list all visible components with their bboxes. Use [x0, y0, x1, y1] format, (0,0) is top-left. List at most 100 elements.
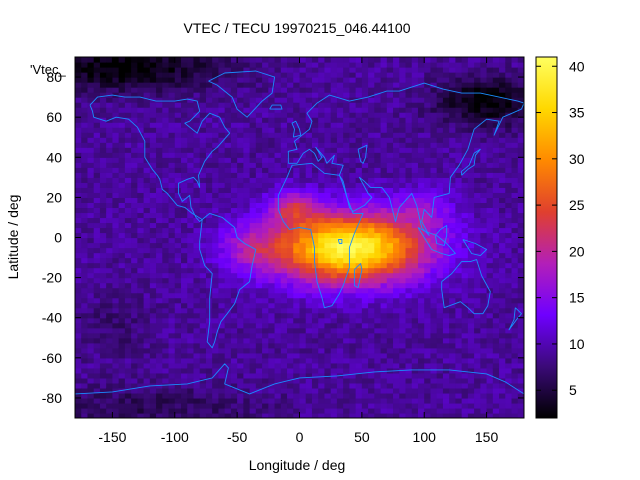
heatmap-cell [417, 152, 425, 158]
heatmap-cell [149, 292, 157, 299]
heatmap-cell [311, 377, 319, 384]
heatmap-cell [449, 82, 457, 88]
heatmap-cell [505, 292, 513, 299]
heatmap-cell [449, 137, 457, 143]
heatmap-cell [486, 57, 494, 63]
heatmap-cell [467, 407, 475, 414]
heatmap-cell [237, 377, 244, 384]
heatmap-cell [442, 197, 450, 203]
heatmap-cell [75, 297, 82, 304]
heatmap-cell [268, 207, 276, 214]
heatmap-cell [218, 122, 226, 128]
heatmap-cell [417, 122, 425, 128]
heatmap-cell [249, 112, 257, 118]
heatmap-cell [474, 217, 481, 224]
heatmap-cell [442, 152, 450, 158]
heatmap-cell [305, 67, 313, 73]
heatmap-cell [181, 302, 188, 309]
heatmap-cell [449, 327, 457, 334]
heatmap-cell [106, 277, 114, 284]
heatmap-cell [205, 357, 213, 364]
heatmap-cell [355, 337, 363, 344]
heatmap-cell [480, 177, 488, 183]
heatmap-cell [368, 242, 375, 249]
heatmap-cell [143, 92, 151, 98]
heatmap-cell [274, 292, 282, 299]
heatmap-cell [162, 177, 170, 183]
heatmap-cell [293, 87, 301, 93]
heatmap-cell [436, 92, 444, 98]
heatmap-cell [430, 67, 438, 73]
heatmap-cell [199, 77, 207, 83]
heatmap-cell [124, 277, 132, 284]
heatmap-cell [181, 377, 188, 384]
heatmap-cell [467, 227, 475, 234]
heatmap-cell [349, 272, 357, 279]
heatmap-cell [255, 282, 263, 289]
heatmap-cell [430, 72, 438, 78]
heatmap-cell [212, 387, 220, 394]
heatmap-cell [343, 137, 350, 143]
heatmap-cell [449, 257, 457, 264]
heatmap-cell [299, 347, 307, 354]
heatmap-cell [99, 307, 107, 314]
heatmap-cell [399, 182, 407, 188]
heatmap-cell [287, 172, 294, 178]
heatmap-cell [455, 377, 463, 384]
heatmap-cell [455, 222, 463, 229]
heatmap-cell [305, 72, 313, 78]
heatmap-cell [355, 362, 363, 369]
heatmap-cell [399, 142, 407, 148]
heatmap-cell [368, 352, 375, 359]
heatmap-cell [118, 242, 126, 249]
heatmap-cell [361, 217, 369, 224]
heatmap-cell [355, 407, 363, 414]
heatmap-cell [230, 127, 238, 133]
heatmap-cell [336, 337, 344, 344]
heatmap-cell [156, 332, 163, 339]
heatmap-cell [75, 392, 82, 399]
heatmap-cell [181, 382, 188, 389]
heatmap-cell [143, 182, 151, 188]
heatmap-cell [193, 267, 201, 274]
heatmap-cell [156, 317, 163, 324]
heatmap-cell [486, 227, 494, 234]
heatmap-cell [405, 347, 413, 354]
heatmap-cell [368, 82, 375, 88]
heatmap-cell [461, 387, 469, 394]
heatmap-cell [311, 77, 319, 83]
heatmap-cell [237, 352, 244, 359]
heatmap-cell [255, 402, 263, 409]
heatmap-cell [81, 202, 89, 209]
heatmap-cell [380, 227, 388, 234]
heatmap-cell [106, 382, 114, 389]
heatmap-cell [474, 82, 481, 88]
heatmap-cell [280, 112, 288, 118]
heatmap-cell [336, 292, 344, 299]
heatmap-cell [75, 182, 82, 188]
heatmap-cell [156, 267, 163, 274]
heatmap-cell [305, 252, 313, 259]
heatmap-cell [417, 137, 425, 143]
heatmap-cell [168, 222, 176, 229]
heatmap-cell [249, 322, 257, 329]
heatmap-cell [455, 322, 463, 329]
heatmap-cell [162, 92, 170, 98]
heatmap-cell [442, 97, 450, 103]
heatmap-cell [449, 197, 457, 203]
heatmap-cell [461, 202, 469, 209]
heatmap-cell [393, 242, 400, 249]
heatmap-cell [399, 342, 407, 349]
heatmap-cell [243, 232, 251, 239]
heatmap-cell [361, 142, 369, 148]
heatmap-cell [262, 262, 269, 269]
heatmap-cell [299, 107, 307, 113]
heatmap-cell [224, 272, 232, 279]
heatmap-cell [449, 112, 457, 118]
heatmap-cell [249, 307, 257, 314]
heatmap-cell [455, 227, 463, 234]
heatmap-cell [137, 267, 145, 274]
heatmap-cell [368, 92, 375, 98]
heatmap-cell [430, 322, 438, 329]
heatmap-cell [156, 217, 163, 224]
